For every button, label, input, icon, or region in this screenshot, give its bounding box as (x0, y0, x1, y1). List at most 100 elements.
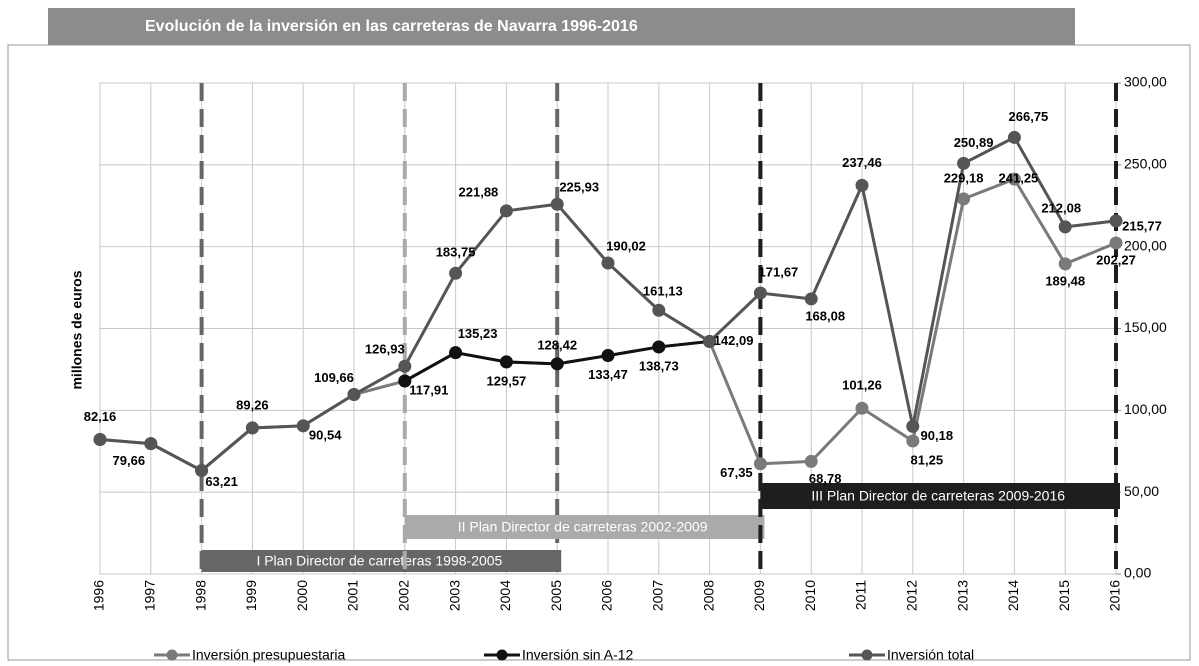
data-label: 63,21 (205, 474, 238, 489)
x-tick-label: 2015 (1056, 580, 1072, 611)
data-point (499, 355, 513, 369)
data-point (347, 388, 361, 402)
data-point (804, 454, 818, 468)
data-label: 221,88 (459, 184, 499, 199)
y-tick-label: 250,00 (1124, 156, 1167, 172)
data-point (1058, 257, 1072, 271)
data-label: 142,09 (714, 333, 754, 348)
data-point (245, 421, 259, 435)
chart-title: Evolución de la inversión en las carrete… (145, 18, 638, 35)
data-label: 183,75 (436, 245, 476, 260)
y-tick-label: 200,00 (1124, 237, 1167, 253)
data-point (906, 434, 920, 448)
data-point (550, 197, 564, 211)
data-label: 82,16 (84, 409, 117, 424)
y-tick-label: 150,00 (1124, 319, 1167, 335)
x-tick-label: 2000 (294, 580, 310, 611)
plan-box (760, 483, 1120, 509)
data-label: 126,93 (365, 342, 405, 357)
legend-marker (166, 649, 178, 661)
x-tick-label: 2014 (1005, 580, 1021, 611)
data-point (652, 303, 666, 317)
data-label: 168,08 (805, 308, 845, 323)
x-tick-label: 2013 (954, 580, 970, 611)
data-label: 250,89 (954, 135, 994, 150)
data-label: 68,78 (809, 471, 842, 486)
data-point (1058, 220, 1072, 234)
data-label: 225,93 (559, 180, 599, 195)
data-point (398, 374, 412, 388)
y-tick-label: 300,00 (1124, 74, 1167, 90)
data-label: 90,18 (921, 428, 954, 443)
data-label: 117,91 (409, 382, 448, 397)
data-label: 189,48 (1045, 273, 1085, 288)
data-point (855, 178, 869, 192)
x-tick-label: 2009 (751, 580, 767, 611)
data-label: 266,75 (1009, 109, 1049, 124)
y-axis-label: millones de euros (69, 270, 85, 389)
x-tick-label: 1999 (243, 580, 259, 611)
x-tick-label: 2001 (345, 580, 361, 611)
plan-label: I Plan Director de carreteras 1998-2005 (256, 553, 502, 569)
x-tick-label: 2004 (497, 580, 513, 611)
plan-label: III Plan Director de carreteras 2009-201… (811, 488, 1065, 504)
data-label: 138,73 (639, 358, 679, 373)
x-tick-label: 2012 (904, 580, 920, 611)
data-point (144, 437, 158, 451)
plan-box (201, 550, 562, 572)
data-label: 128,42 (537, 337, 577, 352)
x-tick-label: 2010 (802, 580, 818, 611)
data-label: 237,46 (842, 155, 882, 170)
data-label: 89,26 (236, 397, 269, 412)
plan-box (404, 515, 765, 539)
x-tick-label: 1998 (192, 580, 208, 611)
y-tick-label: 100,00 (1124, 401, 1167, 417)
legend-marker (496, 649, 508, 661)
data-point (449, 266, 463, 280)
data-label: 190,02 (606, 238, 646, 253)
x-tick-label: 1996 (91, 580, 107, 611)
data-label: 135,23 (458, 326, 498, 341)
x-tick-label: 2006 (599, 580, 615, 611)
data-point (499, 204, 513, 218)
data-label: 215,77 (1122, 218, 1162, 233)
data-label: 202,27 (1096, 252, 1136, 267)
x-tick-label: 2007 (650, 580, 666, 611)
x-tick-label: 2016 (1107, 580, 1123, 611)
data-label: 171,67 (759, 264, 799, 279)
data-label: 90,54 (309, 427, 342, 442)
x-tick-label: 2008 (700, 580, 716, 611)
data-point (601, 349, 615, 363)
data-label: 161,13 (643, 284, 683, 299)
data-point (93, 433, 107, 447)
data-point (195, 464, 209, 478)
data-point (804, 292, 818, 306)
data-point (1007, 130, 1021, 144)
x-tick-label: 2003 (446, 580, 462, 611)
data-point (1109, 214, 1123, 228)
data-point (601, 256, 615, 270)
data-label: 81,25 (911, 452, 944, 467)
y-tick-label: 0,00 (1124, 565, 1151, 581)
legend-label: Inversión presupuestaria (192, 647, 346, 663)
data-label: 129,57 (487, 373, 527, 388)
data-label: 241,25 (999, 171, 1039, 186)
x-tick-label: 1997 (142, 580, 158, 611)
x-tick-label: 2002 (396, 580, 412, 611)
data-point (398, 359, 412, 373)
data-point (703, 334, 717, 348)
data-point (906, 419, 920, 433)
legend-label: Inversión sin A-12 (522, 647, 633, 663)
data-label: 229,18 (944, 170, 984, 185)
x-tick-label: 2005 (548, 580, 564, 611)
data-label: 109,66 (314, 370, 354, 385)
data-point (550, 357, 564, 371)
data-point (753, 286, 767, 300)
data-point (1007, 172, 1021, 186)
data-label: 67,35 (720, 465, 753, 480)
data-point (855, 401, 869, 415)
data-label: 133,47 (588, 367, 628, 382)
data-point (296, 419, 310, 433)
data-point (957, 156, 971, 170)
